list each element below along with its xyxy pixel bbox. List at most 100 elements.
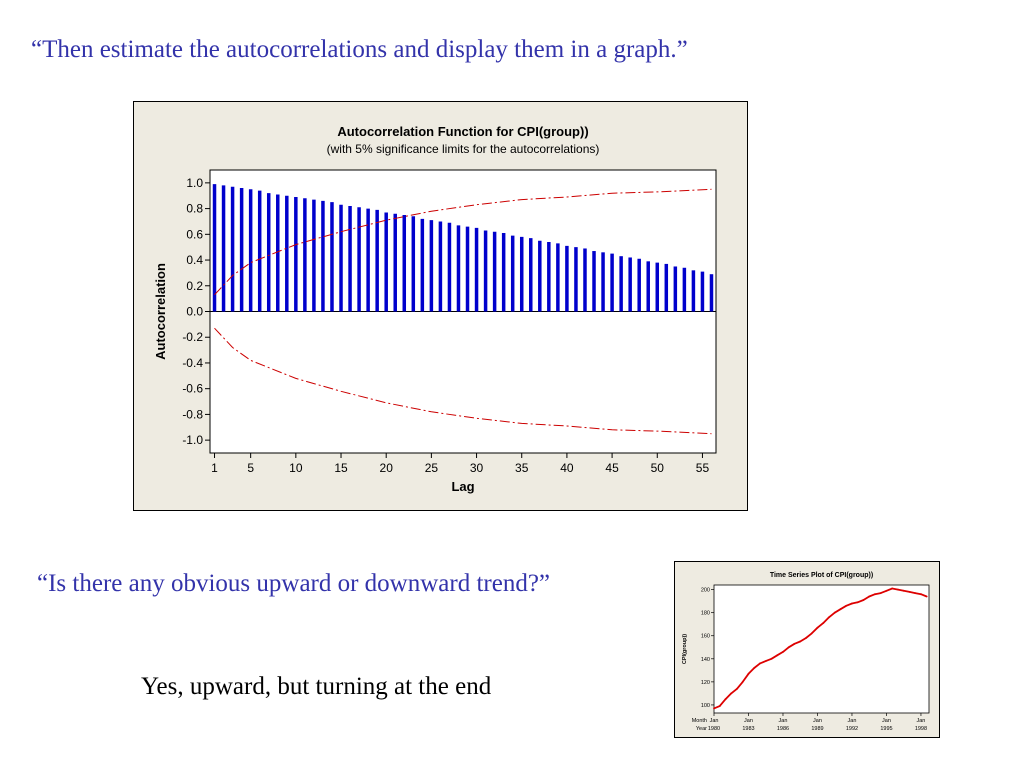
x-tick-label: 50 (651, 461, 665, 475)
cpi-series-point (902, 589, 905, 592)
cpi-series-point (828, 616, 830, 619)
ts-y-tick-label: 100 (701, 703, 710, 709)
ts-x-tick-year: 1998 (915, 726, 927, 732)
answer-text: Yes, upward, but turning at the end (141, 673, 492, 700)
cpi-series-point (718, 705, 721, 707)
cpi-series-point (810, 632, 813, 635)
ts-x-tick-year: 1983 (742, 726, 754, 732)
cpi-series-point (776, 654, 779, 657)
ts-x-tick-month: Jan (917, 718, 926, 724)
ts-title: Time Series Plot of CPI(group)) (770, 572, 873, 579)
cpi-series-point (747, 672, 750, 675)
x-tick-label: 25 (425, 461, 439, 475)
time-series-chart: Time Series Plot of CPI(group)) 100 120 140… (682, 572, 930, 732)
ts-x-tick-year: 1995 (880, 726, 892, 732)
y-tick-label: 0.6 (186, 227, 203, 241)
cpi-series-point (851, 602, 853, 605)
cpi-series-point (868, 595, 871, 598)
cpi-series-point (839, 608, 842, 611)
cpi-series-point (891, 587, 894, 590)
ts-x-tick-month: Jan (813, 718, 822, 724)
cpi-series-point (885, 589, 888, 592)
y-tick-label: -0.8 (182, 407, 203, 421)
x-tick-label: 40 (560, 461, 574, 475)
cpi-series-point (920, 593, 922, 596)
acf-chart: Autocorrelation Function for CPI(group))… (153, 124, 717, 494)
x-tick-label: 30 (470, 461, 484, 475)
ts-x-index-label-month: Month (692, 718, 707, 724)
acf-chart-panel: Autocorrelation Function for CPI(group))… (133, 101, 748, 511)
y-tick-label: 0.4 (186, 253, 203, 267)
cpi-series-point (856, 601, 859, 604)
cpi-series-point (799, 640, 802, 643)
x-tick-label: 1 (211, 461, 218, 475)
cpi-series-point (914, 592, 917, 594)
x-tick-label: 55 (696, 461, 710, 475)
ts-x-tick-month: Jan (779, 718, 788, 724)
ts-x-tick-month: Jan (848, 718, 857, 724)
x-axis-label: Lag (451, 479, 474, 494)
ts-y-tick-label: 140 (701, 657, 710, 663)
cpi-series-point (845, 604, 848, 607)
ts-y-tick-label: 120 (701, 680, 710, 686)
ts-x-tick-month: Jan (744, 718, 753, 724)
x-tick-label: 35 (515, 461, 529, 475)
cpi-series-point (782, 651, 784, 653)
ts-x-tick-year: 1989 (811, 726, 823, 732)
cpi-series-point (793, 642, 796, 645)
acf-subtitle: (with 5% significance limits for the aut… (327, 142, 600, 156)
cpi-series-point (822, 622, 825, 624)
x-tick-label: 10 (289, 461, 303, 475)
x-tick-label: 15 (334, 461, 348, 475)
ts-x-tick-month: Jan (710, 718, 719, 724)
cpi-series-point (805, 637, 807, 639)
cpi-series-point (764, 660, 767, 662)
cpi-series-point (759, 662, 761, 665)
cpi-series-point (787, 646, 790, 649)
y-tick-label: -0.4 (182, 356, 203, 370)
x-tick-label: 20 (380, 461, 394, 475)
cpi-series-point (724, 698, 727, 701)
cpi-series-point (925, 595, 928, 598)
question-quote-trend: “Is there any obvious upward or downward… (37, 570, 551, 597)
cpi-series-point (897, 588, 899, 591)
cpi-series-point (730, 692, 733, 695)
ts-x-tick-month: Jan (882, 718, 891, 724)
lower-significance-limit (214, 327, 712, 435)
cpi-series-point (879, 592, 882, 594)
cpi-series-point (908, 591, 911, 593)
ts-x-index-label-year: Year (696, 726, 707, 732)
cpi-series-point (753, 667, 756, 669)
ts-y-tick-label: 160 (701, 634, 710, 640)
ts-y-tick-label: 180 (701, 611, 710, 617)
y-axis-label: Autocorrelation (153, 263, 168, 360)
x-tick-label: 5 (247, 461, 254, 475)
ts-y-axis-label: CPI(group)) (682, 634, 688, 664)
cpi-series-point (770, 657, 773, 660)
cpi-series-line (713, 587, 928, 710)
cpi-series-point (713, 707, 715, 710)
time-series-chart-panel: Time Series Plot of CPI(group)) 100 120 140… (674, 561, 940, 738)
cpi-series-point (816, 626, 819, 629)
y-tick-label: -0.6 (182, 382, 203, 396)
cpi-series-point (874, 593, 876, 596)
ts-x-tick-year: 1980 (708, 726, 720, 732)
ts-x-tick-year: 1986 (777, 726, 789, 732)
cpi-series-point (736, 687, 738, 690)
y-tick-label: 0.0 (186, 305, 203, 319)
y-tick-label: 0.8 (186, 202, 203, 216)
ts-plot-area (713, 584, 930, 714)
cpi-series-point (741, 681, 744, 683)
y-tick-label: 0.2 (186, 279, 203, 293)
cpi-series-point (833, 611, 836, 614)
y-tick-label: -1.0 (182, 433, 203, 447)
cpi-series-point (862, 599, 865, 601)
heading-quote-autocorrelations: “Then estimate the autocorrelations and … (31, 36, 688, 63)
y-tick-label: 1.0 (186, 176, 203, 190)
ts-y-tick-label: 200 (701, 588, 710, 594)
acf-title: Autocorrelation Function for CPI(group)) (337, 124, 588, 139)
x-tick-label: 45 (605, 461, 619, 475)
ts-x-tick-year: 1992 (846, 726, 858, 732)
y-tick-label: -0.2 (182, 330, 203, 344)
upper-significance-limit (214, 188, 712, 296)
